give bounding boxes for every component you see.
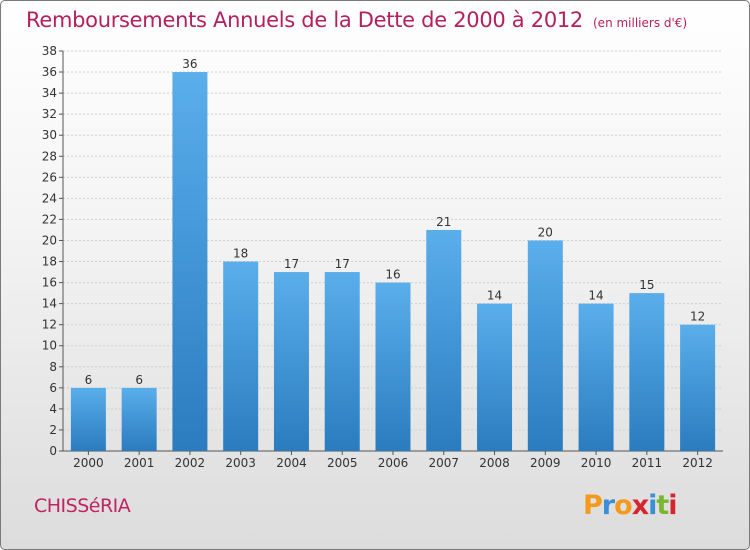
x-tick-label: 2012 [682,456,713,470]
y-tick-label: 12 [42,318,57,332]
y-tick-label: 10 [42,339,57,353]
logo-letter: x [631,490,649,521]
y-tick-label: 18 [42,255,57,269]
x-tick-label: 2009 [530,456,561,470]
logo-letter: P [583,490,603,521]
chart-title-text: Remboursements Annuels de la Dette de 20… [26,8,583,32]
data-label: 6 [135,373,143,387]
y-tick-label: 38 [42,44,57,58]
data-label: 14 [588,289,603,303]
y-tick-label: 8 [49,360,57,374]
data-label: 21 [436,215,451,229]
data-label: 12 [690,310,705,324]
x-tick-label: 2000 [73,456,104,470]
y-tick-label: 4 [49,402,57,416]
y-tick-label: 2 [49,423,57,437]
bar [477,303,513,451]
y-tick-label: 28 [42,149,57,163]
bars [70,72,716,451]
bar [223,261,259,451]
bar [70,387,106,451]
bar [172,72,208,451]
logo-letter: r [601,490,615,521]
bar [680,324,716,451]
x-tick-label: 2003 [225,456,256,470]
data-label: 6 [85,373,93,387]
y-tick-label: 0 [49,444,57,458]
data-label: 17 [335,257,350,271]
x-tick-label: 2008 [479,456,510,470]
bar [324,272,360,451]
data-labels: 6 6 36 18 17 17 16 21 14 20 14 15 12 [85,57,706,387]
data-label: 20 [538,225,553,239]
x-tick-label: 2005 [327,456,358,470]
x-tick-label: 2011 [632,456,663,470]
logo-letter: i [648,490,657,521]
proxiti-logo: Proxiti [583,490,678,521]
chart-unit: (en milliers d'€) [593,16,688,30]
bar [375,282,411,451]
bar [578,303,614,451]
data-label: 17 [284,257,299,271]
data-label: 36 [182,57,197,71]
y-tick-label: 22 [42,212,57,226]
bar [273,272,309,451]
bar [121,387,157,451]
x-tick-label: 2007 [428,456,459,470]
x-tick-label: 2010 [581,456,612,470]
y-tick-label: 16 [42,276,57,290]
commune-name: CHISSéRIA [34,495,131,517]
y-tick-label: 32 [42,107,57,121]
chart-title: Remboursements Annuels de la Dette de 20… [26,8,687,32]
y-tick-label: 14 [42,297,57,311]
x-tick-label: 2004 [276,456,307,470]
y-tick-label: 20 [42,233,57,247]
x-tick-label: 2002 [175,456,206,470]
x-tick-labels: 2000 2001 2002 2003 2004 2005 2006 2007 2008 2009… [73,456,713,470]
y-tick-label: 34 [42,86,57,100]
x-tick-label: 2006 [378,456,409,470]
logo-letter: i [668,490,677,521]
bar [629,293,665,451]
bar [426,229,462,451]
x-tick-label: 2001 [124,456,155,470]
y-tick-label: 6 [49,381,57,395]
bar [527,240,563,451]
logo-letter: o [614,490,633,521]
y-tick-label: 24 [42,191,57,205]
y-tick-label: 36 [42,65,57,79]
data-label: 15 [639,278,654,292]
data-label: 16 [385,268,400,282]
logo-letter: t [656,490,669,521]
data-label: 18 [233,247,248,261]
y-tick-label: 30 [42,128,57,142]
data-label: 14 [487,289,502,303]
y-tick-label: 26 [42,170,57,184]
